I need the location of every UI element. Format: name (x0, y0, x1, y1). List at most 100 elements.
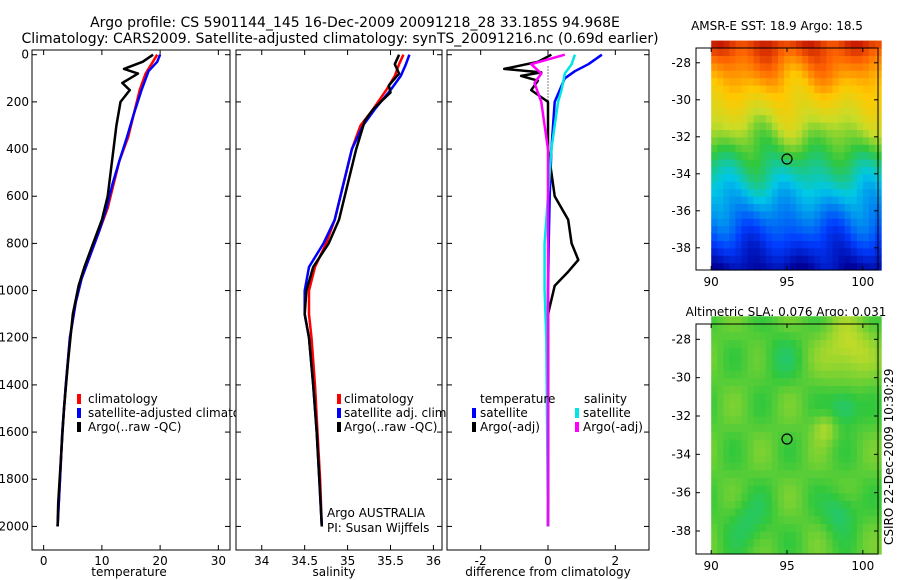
map-cell (753, 339, 761, 348)
map-cell (802, 362, 809, 371)
map-cell (735, 70, 743, 79)
map-cell (741, 400, 749, 409)
map-cell (796, 416, 803, 425)
map-cell (850, 136, 858, 145)
map-cell (850, 362, 858, 371)
map-cell (741, 166, 749, 175)
map-cell (777, 400, 785, 409)
map-cell (759, 377, 767, 386)
map-cell (832, 393, 840, 402)
map-cell (814, 408, 821, 417)
map-cell (868, 431, 876, 440)
map-cell (771, 492, 779, 501)
map-cell (802, 151, 809, 160)
map-cell (729, 144, 737, 153)
map-cell (711, 531, 718, 540)
map-cell (741, 454, 749, 463)
map-cell (747, 492, 755, 501)
map-cell (826, 99, 834, 108)
map-cell (753, 255, 761, 264)
map-cell (850, 546, 858, 555)
map-cell (856, 538, 864, 547)
map-cell (796, 462, 803, 471)
map-cell (723, 144, 730, 153)
map-cell (856, 354, 864, 363)
map-cell (868, 393, 876, 402)
map-cell (868, 144, 876, 153)
map-cell (771, 70, 779, 79)
map-cell (838, 492, 846, 501)
map-cell (826, 546, 834, 555)
map-cell (717, 546, 724, 555)
map-cell (771, 485, 779, 494)
map-cell (723, 324, 730, 333)
map-cell (771, 370, 779, 379)
map-cell (808, 77, 815, 86)
map-cell (808, 469, 815, 478)
map-cell (790, 538, 797, 547)
map-cell (765, 55, 773, 64)
map-cell (838, 70, 846, 79)
map-cell (741, 370, 749, 379)
map-cell (741, 196, 749, 204)
map-cell (735, 485, 743, 494)
map-cell (711, 546, 718, 555)
map-cell (808, 538, 815, 547)
map-cell (826, 166, 834, 175)
map-cell (777, 136, 785, 145)
map-cell (765, 508, 773, 517)
map-cell (723, 454, 730, 463)
map-cell (759, 454, 767, 463)
map-cell (759, 173, 767, 182)
map-cell (802, 324, 809, 333)
map-cell (838, 129, 846, 138)
map-cell (747, 181, 755, 190)
map-cell (735, 136, 743, 145)
map-cell (868, 354, 876, 363)
map-cell (832, 477, 840, 486)
map-cell (796, 439, 803, 448)
map-cell (771, 218, 779, 227)
map-cell (711, 225, 718, 234)
map-cell (741, 354, 749, 363)
map-cell (862, 454, 870, 463)
map-cell (777, 233, 785, 241)
map-cell (838, 431, 846, 440)
map-cell (826, 400, 834, 409)
map-cell (765, 92, 773, 101)
map-cell (862, 40, 870, 49)
map-cell (765, 136, 773, 145)
map-cell (808, 400, 815, 409)
map-cell (868, 92, 876, 101)
map-cell (832, 225, 840, 234)
map-cell (771, 151, 779, 160)
map-cell (850, 40, 858, 49)
map-cell (729, 515, 737, 524)
map-cell (868, 492, 876, 501)
map-cell (723, 48, 730, 56)
map-cell (753, 136, 761, 145)
map-cell (838, 62, 846, 71)
map-cell (796, 122, 803, 130)
map-cell (862, 151, 870, 160)
map-cell (729, 500, 737, 509)
map-cell (741, 255, 749, 264)
map-cell (856, 462, 864, 471)
map-cell (771, 324, 779, 333)
map-cell (735, 523, 743, 532)
map-cell (717, 331, 724, 340)
map-cell (796, 523, 803, 532)
map-cell (796, 99, 803, 108)
map-cell (723, 247, 730, 256)
map-cell (808, 362, 815, 371)
map-cell (814, 531, 821, 540)
map-cell (832, 431, 840, 440)
map-cell (790, 77, 797, 86)
map-cell (826, 255, 834, 264)
map-cell (784, 347, 791, 356)
map-cell (711, 136, 718, 145)
map-cell (802, 196, 809, 204)
map-cell (790, 136, 797, 145)
map-cell (771, 439, 779, 448)
map-cell (814, 247, 821, 256)
